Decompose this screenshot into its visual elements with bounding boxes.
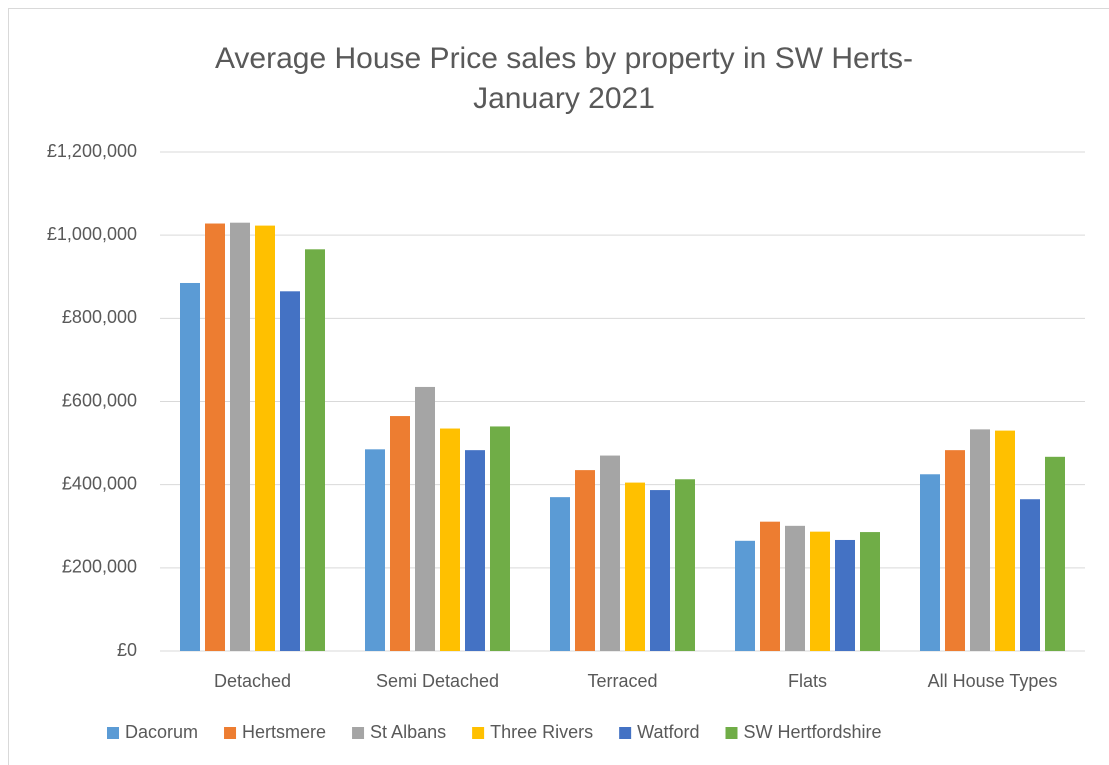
bar: [675, 479, 695, 651]
bar: [415, 386, 435, 651]
bar: [280, 291, 300, 651]
x-tick-label: Semi Detached: [376, 671, 499, 691]
bar: [785, 525, 805, 651]
y-tick-label: £600,000: [62, 390, 137, 410]
bar: [550, 497, 570, 651]
bar: [945, 450, 965, 651]
legend-label: Dacorum: [125, 722, 198, 742]
bar: [995, 430, 1015, 651]
chart-border: [8, 8, 1109, 765]
bar: [650, 490, 670, 651]
bar: [920, 474, 940, 651]
chart-title: January 2021: [473, 82, 655, 115]
legend-label: Watford: [637, 722, 699, 742]
bar: [365, 449, 385, 651]
y-tick-label: £200,000: [62, 557, 137, 577]
bar: [180, 282, 200, 651]
bar: [440, 428, 460, 651]
bar: [305, 249, 325, 651]
bar: [490, 426, 510, 651]
bar: [205, 223, 225, 652]
legend-label: Hertsmere: [242, 722, 326, 742]
x-tick-label: Flats: [788, 671, 827, 691]
y-tick-label: £800,000: [62, 307, 137, 327]
legend-label: SW Hertfordshire: [744, 722, 882, 742]
bar: [835, 539, 855, 651]
legend-label: Three Rivers: [490, 722, 593, 742]
legend-swatch: [725, 727, 738, 739]
legend-swatch: [619, 727, 632, 739]
legend-label: St Albans: [370, 722, 446, 742]
legend-swatch: [472, 727, 485, 739]
legend-swatch: [352, 727, 365, 739]
bar: [575, 470, 595, 651]
legend-swatch: [224, 727, 237, 739]
bar: [230, 222, 250, 652]
x-tick-label: Detached: [214, 671, 291, 691]
x-tick-label: All House Types: [928, 671, 1058, 691]
chart-title: Average House Price sales by property in…: [215, 42, 913, 75]
y-tick-label: £1,200,000: [47, 141, 137, 161]
bar: [760, 521, 780, 651]
bar: [390, 416, 410, 651]
y-tick-label: £400,000: [62, 473, 137, 493]
bar: [970, 429, 990, 651]
bar: [810, 531, 830, 651]
x-tick-label: Terraced: [587, 671, 657, 691]
legend-swatch: [107, 727, 119, 739]
bar: [255, 225, 275, 652]
bar: [735, 540, 755, 651]
bar: [625, 482, 645, 651]
bar: [1045, 456, 1065, 651]
bar: [860, 532, 880, 651]
bar: [1020, 499, 1040, 651]
y-tick-label: £0: [117, 640, 137, 660]
bar: [465, 450, 485, 651]
bar: [600, 455, 620, 651]
y-tick-label: £1,000,000: [47, 224, 137, 244]
